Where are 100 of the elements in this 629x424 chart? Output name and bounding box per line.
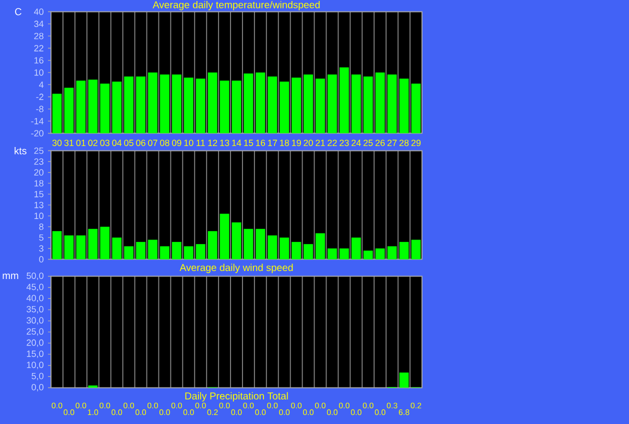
x-tick-label: 28 [399, 140, 409, 146]
y-tick-label: 15 [34, 191, 44, 198]
x-tick-label: 19 [292, 140, 301, 146]
bar [268, 235, 278, 260]
y-tick-label: 16 [34, 57, 44, 64]
bar [208, 231, 218, 260]
bar [172, 74, 182, 134]
bar [280, 82, 290, 134]
bar [160, 74, 170, 134]
bar [124, 76, 134, 134]
bar [328, 248, 337, 260]
bar [232, 80, 242, 134]
bar [196, 244, 206, 260]
x-tick-label: 20 [304, 140, 313, 146]
x-tick-label: 02 [88, 140, 98, 146]
x-tick-label: 14 [232, 140, 242, 146]
bar [340, 67, 349, 134]
bar [375, 72, 385, 134]
y-tick-label: 40,0 [26, 294, 44, 302]
bar [399, 372, 409, 388]
x-tick-label: 17 [268, 140, 277, 146]
y-tick-label: 15,0 [26, 350, 44, 358]
data-label: 0.0 [136, 409, 146, 416]
data-label: 0.0 [326, 409, 338, 416]
x-tick-label: 07 [148, 140, 158, 146]
y-tick-label: 28 [34, 32, 44, 40]
x-tick-label: 13 [220, 140, 230, 146]
y-tick-label: 10 [34, 69, 44, 76]
y-tick-label: -8 [36, 106, 44, 112]
y-axis-title: kts [14, 147, 26, 154]
y-tick-label: 0,0 [32, 384, 44, 392]
bar [352, 74, 361, 134]
bar [88, 228, 98, 260]
data-label: 0.0 [374, 409, 386, 416]
y-tick-label: 22 [34, 45, 44, 52]
y-tick-label: 45,0 [26, 284, 44, 292]
x-tick-label: 29 [411, 140, 421, 146]
y-tick-label: 30,0 [26, 317, 44, 325]
data-label: 0.0 [350, 409, 362, 416]
data-label: 0.0 [291, 402, 302, 408]
data-label: 0.0 [231, 409, 242, 416]
bar [112, 82, 122, 134]
y-tick-label: 10,0 [26, 362, 44, 370]
bar [208, 72, 218, 134]
bar [280, 238, 290, 260]
y-tick-label: 5,0 [32, 372, 44, 380]
y-tick-label: -20 [31, 130, 44, 136]
bar [340, 248, 349, 260]
y-tick-label: 8 [39, 224, 44, 230]
x-tick-label: 26 [376, 140, 385, 146]
y-tick-label: 40 [34, 8, 44, 15]
x-tick-label: 25 [364, 140, 373, 146]
bar [232, 222, 242, 260]
bar [411, 84, 421, 134]
data-label: 0.0 [147, 402, 158, 408]
data-label: 0.0 [243, 402, 254, 408]
y-tick-label: 25 [34, 148, 44, 154]
y-tick-label: 34 [34, 20, 44, 28]
y-tick-label: 3 [39, 245, 44, 252]
y-tick-label: 4 [39, 82, 44, 88]
y-tick-label: 35,0 [26, 306, 44, 314]
bar [172, 242, 182, 260]
bar [220, 80, 230, 134]
bar [124, 246, 134, 260]
data-label: 0.0 [219, 402, 230, 408]
bar [76, 80, 86, 134]
x-tick-label: 06 [136, 140, 146, 146]
bar [52, 94, 62, 134]
bar [88, 80, 98, 134]
x-tick-label: 01 [76, 140, 86, 146]
y-axis-title: mm [2, 274, 18, 279]
bar [52, 231, 62, 260]
bar [328, 74, 337, 134]
bar [160, 246, 170, 260]
x-tick-label: 23 [340, 140, 349, 146]
x-tick-label: 05 [124, 140, 134, 146]
x-tick-label: 15 [244, 140, 254, 146]
y-tick-label: 50,0 [26, 272, 44, 280]
data-label: 0.0 [64, 409, 74, 416]
data-label: 0.0 [183, 409, 194, 416]
data-label: 0.0 [76, 402, 86, 408]
data-label: 0.0 [52, 402, 62, 408]
text: Average daily wind speed [180, 264, 293, 274]
bar [316, 233, 325, 260]
bar [256, 228, 266, 260]
x-tick-label: 08 [160, 140, 170, 146]
data-label: 0.0 [279, 409, 290, 416]
data-label: 0.0 [195, 402, 206, 408]
bar [64, 88, 74, 134]
x-tick-label: 04 [112, 140, 122, 146]
bar [184, 78, 194, 134]
y-tick-label: 13 [34, 202, 44, 208]
bar [399, 242, 409, 260]
x-tick-label: 12 [208, 140, 218, 146]
y-tick-label: -14 [31, 118, 44, 124]
bar [64, 235, 74, 260]
bar [184, 246, 194, 260]
bar [363, 250, 373, 260]
bar [148, 240, 158, 260]
x-tick-label: 16 [256, 140, 266, 146]
